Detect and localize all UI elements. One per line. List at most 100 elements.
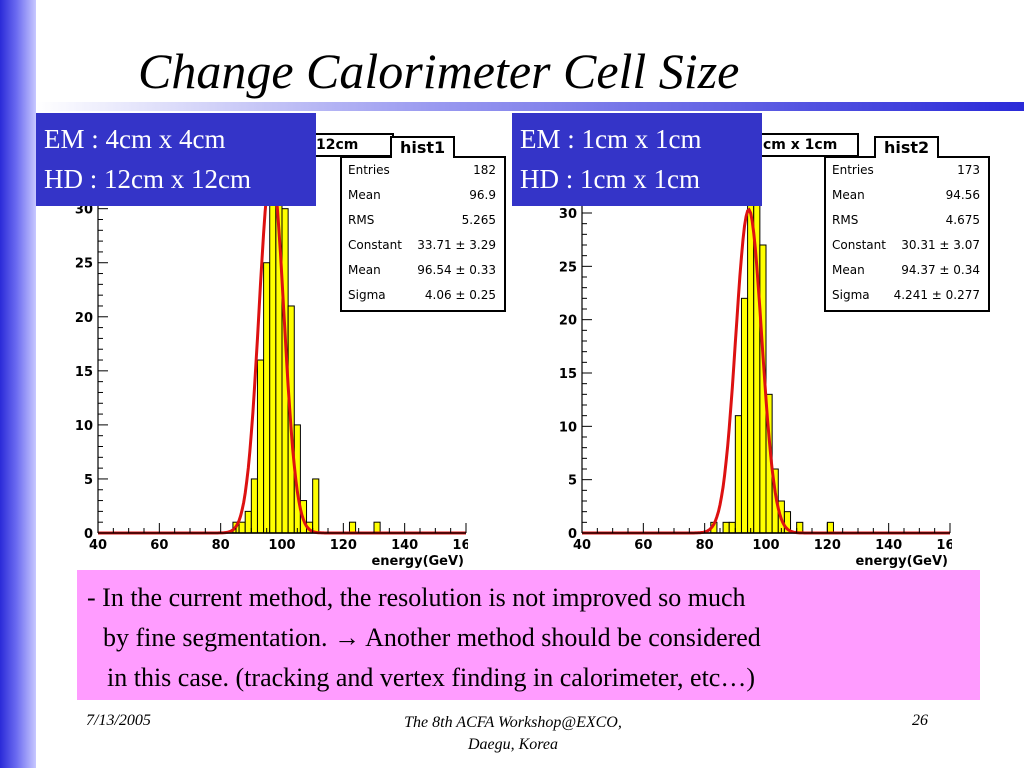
x-tick-label: 100 bbox=[752, 538, 779, 553]
x-tick-label: 120 bbox=[814, 538, 841, 553]
stat-row-mean: Mean 96.9 bbox=[342, 183, 504, 208]
y-tick-label: 30 bbox=[559, 207, 577, 222]
stats-box-2: hist2 Entries 173 Mean 94.56 RMS 4.675 Cons… bbox=[824, 136, 990, 312]
stat-row-entries: Entries 173 bbox=[826, 158, 988, 183]
config-label-em: EM : 1cm x 1cm bbox=[520, 124, 702, 154]
footer-page-number: 26 bbox=[912, 712, 928, 729]
y-tick-label: 5 bbox=[84, 473, 93, 488]
config-label-hd: HD : 12cm x 12cm bbox=[44, 164, 251, 194]
histogram-bar bbox=[269, 197, 277, 534]
y-tick-label: 15 bbox=[559, 367, 577, 382]
x-tick-label: 60 bbox=[634, 538, 652, 553]
stats-box-title-2: hist2 bbox=[874, 136, 940, 158]
histogram-bar bbox=[722, 521, 730, 534]
histogram-chart-2: 40608010012014016005101520253035energy(G… bbox=[532, 113, 990, 575]
x-tick-label: 140 bbox=[875, 538, 902, 553]
x-tick-label: 40 bbox=[573, 538, 591, 553]
y-tick-label: 0 bbox=[84, 527, 93, 542]
histogram-bar bbox=[238, 521, 246, 534]
stat-label: RMS bbox=[348, 213, 375, 227]
stat-value: 5.265 bbox=[461, 213, 496, 227]
stats-box-title-1: hist1 bbox=[390, 136, 456, 158]
stat-value: 4.675 bbox=[945, 213, 980, 227]
stat-label: Mean bbox=[348, 263, 381, 277]
footer-event-line2: Daegu, Korea bbox=[467, 736, 559, 753]
stat-row-sigma: Sigma 4.06 ± 0.25 bbox=[342, 283, 504, 308]
stat-value: 4.241 ± 0.277 bbox=[893, 288, 980, 302]
x-tick-label: 100 bbox=[268, 538, 295, 553]
x-tick-label: 80 bbox=[212, 538, 230, 553]
stat-value: 94.56 bbox=[945, 188, 980, 202]
stats-box-1: hist1 Entries 182 Mean 96.9 RMS 5.265 Const… bbox=[340, 136, 506, 312]
x-axis-label: energy(GeV) bbox=[371, 554, 464, 569]
y-tick-label: 20 bbox=[75, 311, 93, 326]
stat-row-mean: Mean 94.56 bbox=[826, 183, 988, 208]
stat-label: Sigma bbox=[832, 288, 870, 302]
config-label-2: EM : 1cm x 1cm HD : 1cm x 1cm bbox=[512, 113, 762, 206]
stat-row-rms: RMS 5.265 bbox=[342, 208, 504, 233]
y-tick-label: 0 bbox=[568, 527, 577, 542]
histogram-bar bbox=[740, 297, 749, 534]
stat-value: 173 bbox=[957, 163, 980, 177]
config-label-1: EM : 4cm x 4cm HD : 12cm x 12cm bbox=[36, 113, 316, 206]
config-label-em: EM : 4cm x 4cm bbox=[44, 124, 226, 154]
stat-label: Constant bbox=[832, 238, 886, 252]
histogram-bar bbox=[728, 521, 736, 534]
slide-title: Change Calorimeter Cell Size bbox=[138, 43, 740, 99]
y-tick-label: 20 bbox=[559, 314, 577, 329]
stat-label: Mean bbox=[832, 188, 865, 202]
x-tick-label: 120 bbox=[330, 538, 357, 553]
sidebar-gradient bbox=[0, 0, 36, 768]
y-tick-label: 15 bbox=[75, 365, 93, 380]
histogram-2-plot: 40608010012014016005101520253035energy(G… bbox=[559, 113, 952, 569]
x-tick-label: 60 bbox=[150, 538, 168, 553]
histogram-bar bbox=[263, 262, 271, 534]
stat-label: Mean bbox=[348, 188, 381, 202]
footer-event: The 8th ACFA Workshop@EXCO, Daegu, Korea bbox=[360, 712, 666, 756]
histogram-bar bbox=[244, 510, 252, 534]
y-tick-label: 10 bbox=[559, 420, 577, 435]
stat-label: RMS bbox=[832, 213, 859, 227]
histogram-bar bbox=[256, 359, 265, 534]
stat-row-fit-mean: Mean 94.37 ± 0.34 bbox=[826, 258, 988, 283]
stat-value: 94.37 ± 0.34 bbox=[901, 263, 980, 277]
stat-label: Mean bbox=[832, 263, 865, 277]
y-tick-label: 25 bbox=[75, 257, 93, 272]
stat-row-sigma: Sigma 4.241 ± 0.277 bbox=[826, 283, 988, 308]
stat-value: 33.71 ± 3.29 bbox=[417, 238, 496, 252]
note-line-2: by fine segmentation. → Another method s… bbox=[103, 623, 761, 652]
stat-row-constant: Constant 33.71 ± 3.29 bbox=[342, 233, 504, 258]
stat-label: Entries bbox=[348, 163, 390, 177]
histogram-bar bbox=[348, 521, 357, 534]
histogram-bar bbox=[312, 478, 320, 534]
histogram-bar bbox=[826, 521, 834, 534]
histogram-bar bbox=[734, 415, 742, 534]
stat-label: Sigma bbox=[348, 288, 386, 302]
histogram-bar bbox=[250, 478, 258, 534]
run-title-2: cm x 1cm bbox=[757, 133, 859, 157]
x-axis-label: energy(GeV) bbox=[855, 554, 948, 569]
stat-row-entries: Entries 182 bbox=[342, 158, 504, 183]
stat-value: 96.9 bbox=[469, 188, 496, 202]
y-tick-label: 5 bbox=[568, 474, 577, 489]
x-tick-label: 160 bbox=[936, 538, 952, 553]
histogram-bar bbox=[373, 521, 381, 534]
histogram-chart-1: 40 60 80 100 120 140 160 0 5 10 15 20 25 30 energy(GeV… bbox=[48, 113, 506, 575]
stat-row-fit-mean: Mean 96.54 ± 0.33 bbox=[342, 258, 504, 283]
footer-date: 7/13/2005 bbox=[86, 712, 151, 729]
title-underline bbox=[36, 102, 1024, 111]
y-tick-label: 30 bbox=[75, 203, 93, 218]
stat-value: 4.06 ± 0.25 bbox=[424, 288, 496, 302]
y-tick-label: 25 bbox=[559, 260, 577, 275]
x-tick-label: 40 bbox=[89, 538, 107, 553]
stat-row-constant: Constant 30.31 ± 3.07 bbox=[826, 233, 988, 258]
conclusion-note: - In the current method, the resolution … bbox=[77, 570, 980, 700]
y-tick-label: 10 bbox=[75, 419, 93, 434]
run-title-1: 12cm bbox=[310, 133, 394, 157]
config-label-hd: HD : 1cm x 1cm bbox=[520, 164, 700, 194]
x-tick-label: 140 bbox=[391, 538, 418, 553]
x-tick-label: 80 bbox=[696, 538, 714, 553]
note-line-3: in this case. (tracking and vertex findi… bbox=[107, 663, 755, 692]
stat-row-rms: RMS 4.675 bbox=[826, 208, 988, 233]
footer-event-line1: The 8th ACFA Workshop@EXCO, bbox=[404, 714, 622, 731]
